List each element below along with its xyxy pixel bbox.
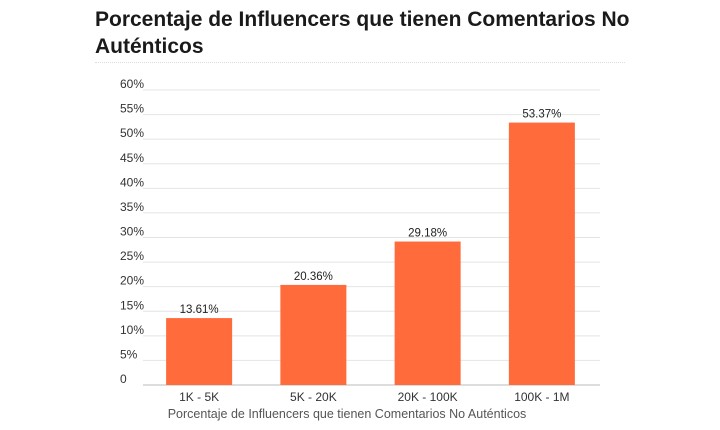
y-tick-label: 25% [120,249,144,263]
y-tick-label: 55% [120,102,144,116]
bar-data-label: 13.61% [180,304,219,316]
bar-data-label: 53.37% [522,109,561,121]
y-tick-label: 60% [120,77,144,91]
y-tick-label: 0 [120,372,127,386]
bar [394,241,461,385]
bars [166,122,575,385]
x-category-label: 20K - 100K [398,390,458,404]
y-tick-label: 40% [120,175,144,189]
bar-data-label: 29.18% [408,228,447,240]
x-category-label: 5K - 20K [290,390,337,404]
bar [508,122,575,385]
y-tick-label: 10% [120,323,144,337]
y-tick-label: 50% [120,126,144,140]
y-tick-label: 35% [120,200,144,214]
y-tick-label: 30% [120,225,144,239]
y-tick-label: 20% [120,274,144,288]
y-axis-ticks: 0 5% 10% 15% 20% 25% 30% 35% 40% 45% 50% 55% 60% [120,77,144,386]
bar-data-label: 20.36% [294,271,333,283]
title-divider [95,62,625,63]
x-axis-categories: 1K - 5K 5K - 20K 20K - 100K 100K - 1M [179,390,569,404]
bar [280,284,347,385]
x-category-label: 100K - 1M [514,390,569,404]
y-tick-label: 45% [120,151,144,165]
y-tick-label: 5% [120,347,138,361]
bar [166,318,233,385]
chart-title: Porcentaje de Influencers que tienen Com… [95,8,630,58]
x-category-label: 1K - 5K [179,390,219,404]
y-tick-label: 15% [120,298,144,312]
x-axis-title: Porcentaje de Influencers que tienen Com… [168,407,527,421]
data-labels: 13.61% 20.36% 29.18% 53.37% [180,109,562,316]
